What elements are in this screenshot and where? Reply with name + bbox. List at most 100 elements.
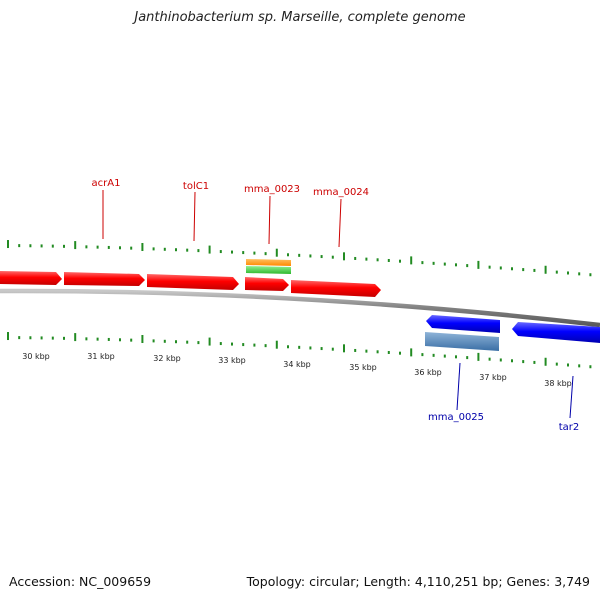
- green-feature[interactable]: [246, 266, 291, 274]
- gene-label-mma-0023[interactable]: mma_0023: [244, 184, 300, 195]
- minor-tick: [578, 272, 581, 276]
- minor-tick: [242, 343, 245, 347]
- gene-leader-line: [193, 191, 196, 242]
- gene-label-tar2[interactable]: tar2: [559, 422, 580, 433]
- major-tick: [74, 333, 77, 342]
- major-tick: [477, 260, 480, 269]
- minor-tick: [466, 356, 469, 360]
- minor-tick: [40, 336, 43, 340]
- minor-tick: [152, 247, 155, 251]
- minor-tick: [399, 351, 401, 355]
- major-tick: [544, 265, 547, 274]
- steelblue-feature[interactable]: [425, 332, 499, 351]
- minor-tick: [298, 253, 301, 257]
- minor-tick: [242, 251, 245, 255]
- major-tick: [343, 252, 345, 261]
- scale-label: 33 kbp: [218, 356, 246, 365]
- major-tick: [343, 344, 345, 353]
- minor-tick: [29, 244, 32, 248]
- minor-tick: [387, 350, 390, 354]
- gene-label-mma-0025[interactable]: mma_0025: [428, 412, 484, 423]
- minor-tick: [567, 363, 569, 367]
- major-tick: [477, 352, 480, 361]
- minor-tick: [163, 247, 166, 251]
- minor-tick: [499, 266, 502, 270]
- scale-label: 30 kbp: [22, 352, 50, 361]
- major-tick: [141, 243, 144, 252]
- forward-gene-arrow[interactable]: [64, 272, 145, 286]
- major-tick: [141, 335, 144, 344]
- major-tick: [208, 337, 211, 346]
- minor-tick: [309, 346, 312, 350]
- minor-tick: [51, 336, 54, 340]
- forward-gene-arrow[interactable]: [291, 280, 381, 297]
- minor-tick: [29, 336, 32, 340]
- minor-tick: [197, 249, 200, 253]
- minor-tick: [107, 337, 110, 341]
- gene-leader-line: [456, 362, 461, 411]
- scale-label: 35 kbp: [349, 363, 377, 372]
- major-tick: [275, 340, 278, 349]
- minor-tick: [320, 347, 323, 351]
- minor-tick: [522, 268, 525, 272]
- minor-tick: [40, 244, 43, 248]
- minor-tick: [488, 357, 491, 361]
- minor-tick: [63, 336, 65, 340]
- minor-tick: [443, 262, 446, 266]
- minor-tick: [354, 256, 357, 260]
- scale-label: 36 kbp: [414, 368, 442, 377]
- scale-label: 34 kbp: [283, 360, 311, 369]
- reverse-gene-arrow[interactable]: [426, 315, 500, 333]
- minor-tick: [264, 252, 267, 256]
- scale-label: 38 kbp: [544, 379, 572, 388]
- forward-gene-arrow[interactable]: [245, 277, 289, 291]
- minor-tick: [231, 250, 233, 254]
- minor-tick: [298, 345, 301, 349]
- minor-tick: [522, 360, 525, 364]
- minor-tick: [421, 353, 424, 357]
- minor-tick: [51, 244, 54, 248]
- minor-tick: [107, 245, 110, 249]
- minor-tick: [354, 348, 357, 352]
- genome-backbone: [0, 288, 600, 328]
- gene-leader-line: [268, 195, 271, 245]
- scale-label: 37 kbp: [479, 373, 507, 382]
- minor-tick: [130, 246, 133, 250]
- major-tick: [74, 241, 77, 250]
- minor-tick: [511, 267, 513, 271]
- reverse-strand-ticks: [7, 332, 592, 369]
- scale-label: 31 kbp: [87, 352, 115, 361]
- gene-label-acrA1[interactable]: acrA1: [92, 178, 121, 189]
- major-tick: [275, 248, 278, 257]
- major-tick: [7, 240, 9, 249]
- minor-tick: [130, 338, 133, 342]
- gene-label-mma-0024[interactable]: mma_0024: [313, 187, 369, 198]
- major-tick: [208, 245, 211, 254]
- minor-tick: [432, 353, 435, 357]
- gene-leader-line: [338, 198, 342, 248]
- minor-tick: [387, 258, 390, 262]
- reverse-gene-arrow[interactable]: [512, 322, 600, 343]
- minor-tick: [555, 270, 558, 274]
- minor-tick: [499, 358, 502, 362]
- minor-tick: [152, 339, 155, 343]
- minor-tick: [85, 337, 88, 341]
- minor-tick: [163, 339, 166, 343]
- minor-tick: [421, 261, 424, 265]
- minor-tick: [231, 342, 233, 346]
- minor-tick: [533, 268, 536, 272]
- minor-tick: [18, 244, 21, 248]
- gene-leader-line: [569, 375, 574, 419]
- minor-tick: [264, 344, 267, 348]
- minor-tick: [63, 244, 65, 248]
- forward-gene-arrow[interactable]: [0, 271, 62, 285]
- map-title: Janthinobacterium sp. Marseille, complet…: [134, 10, 466, 25]
- gene-label-tolC1[interactable]: tolC1: [183, 181, 209, 192]
- minor-tick: [96, 245, 99, 249]
- minor-tick: [320, 255, 323, 259]
- major-tick: [410, 348, 413, 357]
- forward-gene-arrow[interactable]: [147, 274, 239, 290]
- orange-feature[interactable]: [246, 259, 291, 266]
- genome-stats-text: Topology: circular; Length: 4,110,251 bp…: [246, 574, 590, 589]
